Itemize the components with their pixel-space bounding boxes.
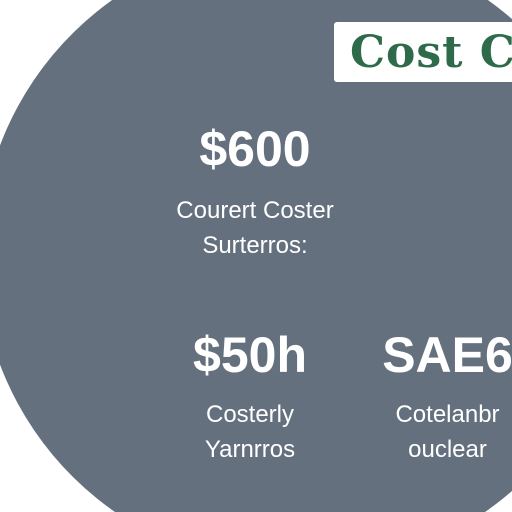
title-box: Cost C — [334, 22, 512, 82]
stat-label-1-line2: Surterros: — [202, 231, 308, 259]
stat-label-1-line1: Courert Coster — [176, 197, 334, 224]
stat-label-2-line1: Costerly — [205, 401, 295, 428]
page-title: Cost C — [350, 26, 512, 78]
stat-label-3-line2: ouclear — [408, 435, 487, 463]
stat-value-2: $50h — [193, 327, 307, 383]
stat-label-3-line1: Cotelanbr — [395, 401, 500, 428]
stat-value-1: $600 — [199, 121, 311, 177]
stat-value-3: SAE6 — [382, 327, 512, 383]
stat-block-2: $50h Costerly Yarnrros — [145, 330, 355, 468]
stat-block-1: $600 Courert Coster Surterros: — [150, 124, 360, 264]
stat-block-3: SAE6 Cotelanbr ouclear — [365, 330, 512, 468]
stat-label-2-line2: Yarnrros — [204, 435, 296, 463]
